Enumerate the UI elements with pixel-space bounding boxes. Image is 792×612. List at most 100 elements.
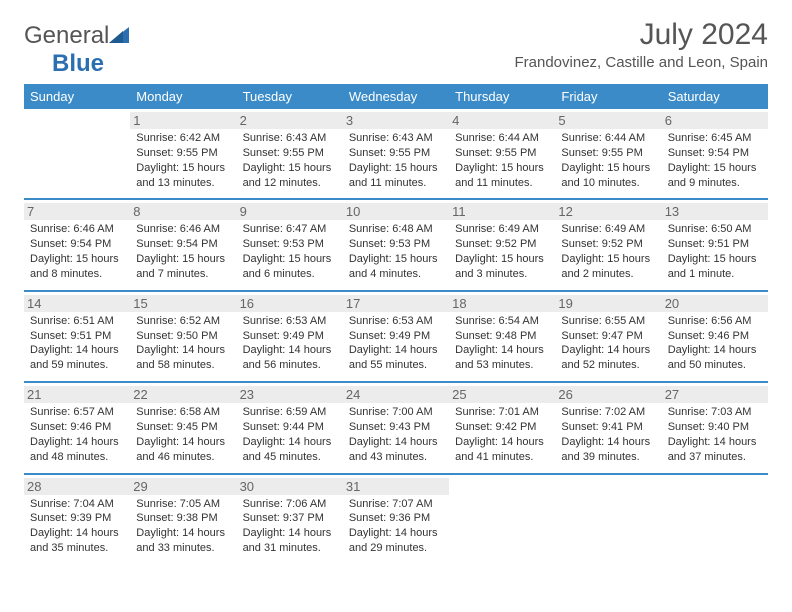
daylight-text: and 9 minutes. <box>668 176 762 191</box>
sunrise-text: Sunrise: 6:49 AM <box>455 222 549 237</box>
daylight-text: Daylight: 15 hours <box>349 252 443 267</box>
sunrise-text: Sunrise: 6:53 AM <box>243 314 337 329</box>
sunset-text: Sunset: 9:53 PM <box>243 237 337 252</box>
sunset-text: Sunset: 9:54 PM <box>30 237 124 252</box>
calendar-cell: 2Sunrise: 6:43 AMSunset: 9:55 PMDaylight… <box>237 109 343 199</box>
daylight-text: and 45 minutes. <box>243 450 337 465</box>
sunset-text: Sunset: 9:53 PM <box>349 237 443 252</box>
day-number: 5 <box>555 112 661 129</box>
sunset-text: Sunset: 9:49 PM <box>349 329 443 344</box>
calendar-cell: 19Sunrise: 6:55 AMSunset: 9:47 PMDayligh… <box>555 291 661 382</box>
calendar-cell <box>24 109 130 199</box>
calendar-cell: 9Sunrise: 6:47 AMSunset: 9:53 PMDaylight… <box>237 199 343 290</box>
sunset-text: Sunset: 9:45 PM <box>136 420 230 435</box>
col-monday: Monday <box>130 84 236 109</box>
daylight-text: and 35 minutes. <box>30 541 124 556</box>
daylight-text: Daylight: 15 hours <box>455 252 549 267</box>
sunset-text: Sunset: 9:39 PM <box>30 511 124 526</box>
sunrise-text: Sunrise: 6:47 AM <box>243 222 337 237</box>
sunset-text: Sunset: 9:52 PM <box>561 237 655 252</box>
daylight-text: Daylight: 14 hours <box>136 435 230 450</box>
calendar-week-row: 14Sunrise: 6:51 AMSunset: 9:51 PMDayligh… <box>24 291 768 382</box>
calendar-cell: 10 Sunrise: 6:48 AMSunset: 9:53 PMDayligh… <box>343 199 449 290</box>
sunrise-text: Sunrise: 6:43 AM <box>349 131 443 146</box>
sunset-text: Sunset: 9:46 PM <box>668 329 762 344</box>
daylight-text: Daylight: 14 hours <box>136 526 230 541</box>
day-number: 20 <box>662 295 768 312</box>
sunrise-text: Sunrise: 7:03 AM <box>668 405 762 420</box>
col-friday: Friday <box>555 84 661 109</box>
day-number: 4 <box>449 112 555 129</box>
sunset-text: Sunset: 9:50 PM <box>136 329 230 344</box>
day-number: 25 <box>449 386 555 403</box>
day-number: 15 <box>130 295 236 312</box>
daylight-text: and 52 minutes. <box>561 358 655 373</box>
sunrise-text: Sunrise: 6:44 AM <box>561 131 655 146</box>
sunrise-text: Sunrise: 6:42 AM <box>136 131 230 146</box>
col-thursday: Thursday <box>449 84 555 109</box>
daylight-text: Daylight: 15 hours <box>243 161 337 176</box>
calendar-cell: 31Sunrise: 7:07 AMSunset: 9:36 PMDayligh… <box>343 474 449 564</box>
daylight-text: and 50 minutes. <box>668 358 762 373</box>
brand-text: General Blue <box>24 22 131 78</box>
sunrise-text: Sunrise: 7:07 AM <box>349 497 443 512</box>
daylight-text: and 6 minutes. <box>243 267 337 282</box>
daylight-text: and 56 minutes. <box>243 358 337 373</box>
day-number: 16 <box>237 295 343 312</box>
sunrise-text: Sunrise: 6:48 AM <box>349 222 443 237</box>
day-number: 7 <box>24 203 130 220</box>
calendar-cell: 11Sunrise: 6:49 AMSunset: 9:52 PMDayligh… <box>449 199 555 290</box>
sunset-text: Sunset: 9:52 PM <box>455 237 549 252</box>
calendar-cell: 21Sunrise: 6:57 AMSunset: 9:46 PMDayligh… <box>24 382 130 473</box>
brand-general: General <box>24 22 109 49</box>
calendar-cell: 1Sunrise: 6:42 AMSunset: 9:55 PMDaylight… <box>130 109 236 199</box>
day-number: 26 <box>555 386 661 403</box>
daylight-text: and 48 minutes. <box>30 450 124 465</box>
calendar-cell <box>449 474 555 564</box>
daylight-text: Daylight: 14 hours <box>349 435 443 450</box>
calendar-cell: 16 Sunrise: 6:53 AMSunset: 9:49 PMDayligh… <box>237 291 343 382</box>
sunrise-text: Sunrise: 6:55 AM <box>561 314 655 329</box>
daylight-text: and 1 minute. <box>668 267 762 282</box>
calendar-cell: 30Sunrise: 7:06 AMSunset: 9:37 PMDayligh… <box>237 474 343 564</box>
sunset-text: Sunset: 9:38 PM <box>136 511 230 526</box>
daylight-text: Daylight: 15 hours <box>243 252 337 267</box>
calendar-week-row: 7Sunrise: 6:46 AMSunset: 9:54 PMDaylight… <box>24 199 768 290</box>
daylight-text: and 33 minutes. <box>136 541 230 556</box>
sunrise-text: Sunrise: 7:04 AM <box>30 497 124 512</box>
daylight-text: and 29 minutes. <box>349 541 443 556</box>
sunrise-text: Sunrise: 6:57 AM <box>30 405 124 420</box>
sunset-text: Sunset: 9:51 PM <box>668 237 762 252</box>
sunset-text: Sunset: 9:49 PM <box>243 329 337 344</box>
day-number: 22 <box>130 386 236 403</box>
daylight-text: Daylight: 15 hours <box>668 252 762 267</box>
brand-logo: General Blue <box>24 22 131 78</box>
day-number: 10 <box>343 203 449 220</box>
calendar-cell: 29Sunrise: 7:05 AMSunset: 9:38 PMDayligh… <box>130 474 236 564</box>
sunrise-text: Sunrise: 6:43 AM <box>243 131 337 146</box>
sunset-text: Sunset: 9:55 PM <box>349 146 443 161</box>
daylight-text: Daylight: 14 hours <box>455 343 549 358</box>
daylight-text: Daylight: 14 hours <box>30 435 124 450</box>
calendar-cell: 5Sunrise: 6:44 AMSunset: 9:55 PMDaylight… <box>555 109 661 199</box>
calendar-cell: 13Sunrise: 6:50 AMSunset: 9:51 PMDayligh… <box>662 199 768 290</box>
daylight-text: Daylight: 14 hours <box>561 435 655 450</box>
sunset-text: Sunset: 9:54 PM <box>136 237 230 252</box>
daylight-text: Daylight: 14 hours <box>561 343 655 358</box>
calendar-cell: 28Sunrise: 7:04 AMSunset: 9:39 PMDayligh… <box>24 474 130 564</box>
sunset-text: Sunset: 9:47 PM <box>561 329 655 344</box>
sunrise-text: Sunrise: 6:59 AM <box>243 405 337 420</box>
sunset-text: Sunset: 9:55 PM <box>455 146 549 161</box>
calendar-table: Sunday Monday Tuesday Wednesday Thursday… <box>24 84 768 564</box>
sunrise-text: Sunrise: 7:01 AM <box>455 405 549 420</box>
day-number: 1 <box>130 112 236 129</box>
sunrise-text: Sunrise: 6:58 AM <box>136 405 230 420</box>
daylight-text: and 39 minutes. <box>561 450 655 465</box>
sunset-text: Sunset: 9:40 PM <box>668 420 762 435</box>
calendar-cell: 15Sunrise: 6:52 AMSunset: 9:50 PMDayligh… <box>130 291 236 382</box>
calendar-cell: 8Sunrise: 6:46 AMSunset: 9:54 PMDaylight… <box>130 199 236 290</box>
sunrise-text: Sunrise: 6:54 AM <box>455 314 549 329</box>
daylight-text: Daylight: 14 hours <box>243 343 337 358</box>
sunrise-text: Sunrise: 7:02 AM <box>561 405 655 420</box>
calendar-cell: 24Sunrise: 7:00 AMSunset: 9:43 PMDayligh… <box>343 382 449 473</box>
